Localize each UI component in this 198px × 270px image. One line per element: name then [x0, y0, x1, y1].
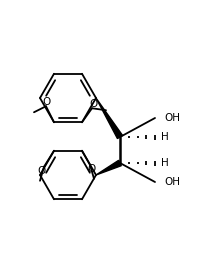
Text: H: H	[161, 158, 169, 168]
Text: O: O	[38, 166, 46, 176]
Polygon shape	[96, 160, 121, 175]
Text: H: H	[161, 132, 169, 142]
Text: O: O	[88, 164, 96, 174]
Text: O: O	[89, 99, 97, 109]
Text: OH: OH	[164, 113, 180, 123]
Polygon shape	[96, 98, 123, 139]
Text: OH: OH	[164, 177, 180, 187]
Text: O: O	[42, 97, 50, 107]
